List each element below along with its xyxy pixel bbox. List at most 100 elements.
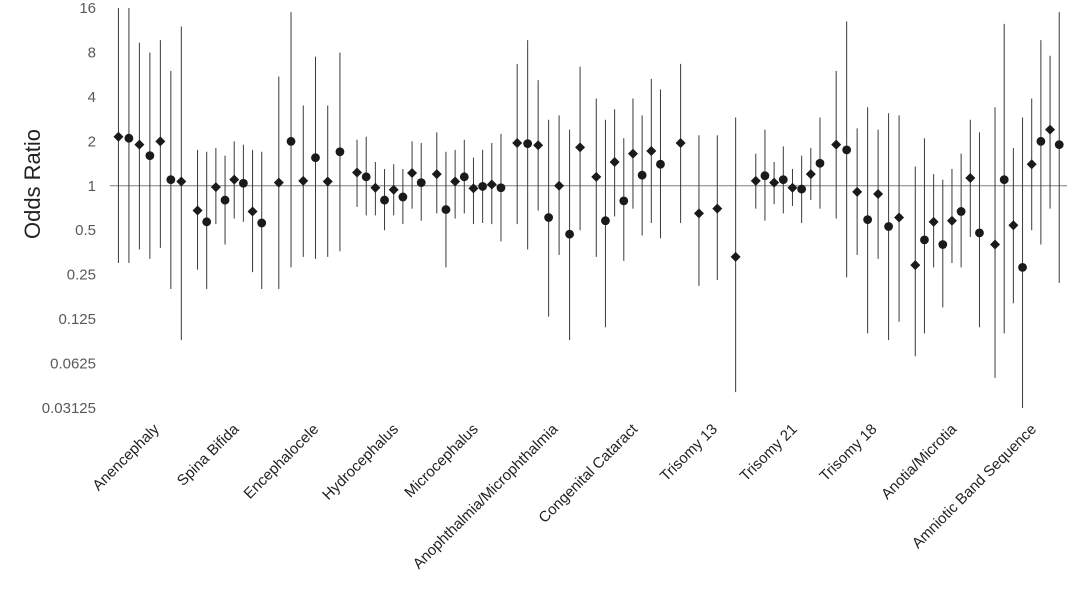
circle-point (778, 175, 788, 185)
circle-point (257, 218, 267, 228)
circle-point (1054, 140, 1064, 150)
diamond-point (873, 188, 884, 199)
diamond-point (575, 142, 586, 153)
x-tick-label: Trisomy 21 (737, 421, 801, 485)
circle-point (999, 175, 1009, 185)
diamond-point (946, 215, 957, 226)
x-tick-label: Anophthalmia/Microphthalmia (410, 420, 562, 572)
y-tick-label: 2 (88, 133, 96, 150)
circle-point (124, 133, 134, 143)
x-tick-label: Encephalocele (241, 421, 323, 503)
diamond-point (1026, 159, 1037, 170)
circle-point (760, 171, 770, 181)
error-bars (117, 8, 1060, 408)
diamond-point (852, 186, 863, 197)
diamond-point (712, 203, 723, 214)
y-tick-label: 16 (79, 0, 96, 17)
circle-point (938, 240, 948, 249)
circle-point (166, 175, 176, 185)
diamond-point (486, 179, 497, 190)
circle-point (565, 229, 574, 239)
circle-point (202, 217, 212, 227)
diamond-point (609, 156, 620, 167)
diamond-point (965, 172, 976, 183)
diamond-point (229, 174, 240, 185)
x-tick-label: Trisomy 13 (657, 421, 721, 485)
circle-point (956, 207, 966, 216)
x-tick-label: Hydrocephalus (319, 421, 402, 504)
circle-point (220, 195, 230, 205)
circle-point (601, 216, 610, 226)
diamond-point (1008, 220, 1019, 231)
diamond-point (1045, 124, 1056, 135)
circle-point (863, 215, 873, 225)
diamond-point (554, 180, 565, 191)
diamond-point (192, 205, 203, 216)
diamond-point (990, 239, 1001, 250)
diamond-point (468, 183, 479, 194)
circle-point (523, 139, 533, 149)
y-tick-label: 4 (88, 89, 96, 106)
circle-point (459, 172, 469, 182)
y-tick-label: 8 (88, 44, 96, 61)
y-axis-title: Odds Ratio (20, 129, 45, 239)
diamond-point (928, 216, 939, 227)
circle-point (637, 170, 647, 180)
y-axis: 16 8 4 2 1 0.5 0.25 0.125 0.0625 0.03125 (42, 0, 96, 417)
diamond-point (512, 137, 523, 148)
x-tick-label: Anencephaly (89, 420, 163, 494)
diamond-point (730, 251, 741, 262)
diamond-point (450, 176, 461, 187)
diamond-point (533, 140, 544, 151)
diamond-point (176, 176, 187, 187)
y-tick-label: 0.03125 (42, 400, 96, 417)
diamond-point (155, 136, 166, 147)
diamond-point (273, 177, 284, 188)
diamond-point (910, 260, 921, 271)
circle-point (361, 172, 371, 182)
y-tick-label: 0.5 (75, 222, 96, 239)
circle-point (920, 235, 929, 245)
diamond-point (805, 169, 816, 180)
x-tick-label: Microcephalus (401, 421, 481, 501)
diamond-point (787, 182, 798, 193)
diamond-point (646, 146, 657, 157)
circle-point (496, 183, 506, 193)
diamond-point (675, 137, 686, 148)
x-tick-label: Anotia/Microtia (878, 420, 961, 503)
diamond-point (247, 206, 258, 217)
diamond-point (769, 177, 780, 188)
diamond-point (750, 175, 761, 186)
circle-point (884, 222, 893, 231)
diamond-point (322, 176, 333, 187)
diamond-point (388, 184, 399, 195)
diamond-point (407, 168, 418, 179)
y-tick-label: 0.25 (67, 267, 96, 284)
circle-point (842, 145, 852, 155)
circle-point (1036, 136, 1046, 146)
diamond-point (894, 212, 905, 223)
diamond-point (298, 175, 309, 186)
circle-point (286, 136, 296, 146)
y-tick-label: 1 (88, 178, 96, 195)
y-tick-label: 0.125 (58, 311, 96, 328)
point-markers (113, 124, 1064, 272)
circle-point (815, 158, 825, 168)
circle-point (380, 195, 389, 205)
x-axis: Anencephaly Spina BifidaEncephaloceleHydr… (89, 420, 1040, 572)
circle-point (335, 147, 345, 157)
y-tick-label: 0.0625 (50, 356, 96, 373)
diamond-point (210, 182, 221, 193)
diamond-point (431, 169, 442, 180)
x-tick-label: Trisomy 18 (816, 421, 880, 485)
circle-point (619, 196, 629, 206)
circle-point (311, 153, 320, 163)
diamond-point (693, 208, 704, 219)
diamond-point (352, 167, 363, 178)
circle-point (656, 159, 665, 169)
circle-point (544, 213, 554, 222)
circle-point (478, 182, 488, 191)
diamond-point (134, 139, 145, 150)
circle-point (145, 151, 155, 161)
